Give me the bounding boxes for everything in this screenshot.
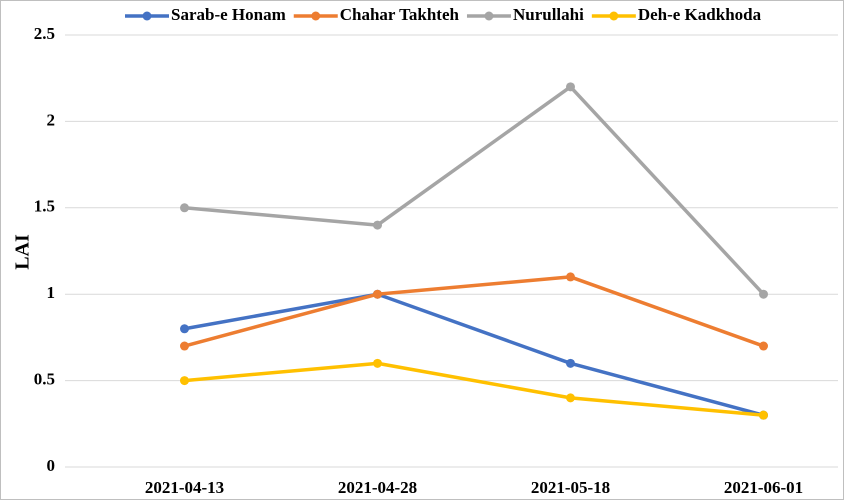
data-point <box>566 358 575 368</box>
data-point <box>373 220 382 230</box>
legend-marker <box>484 11 494 21</box>
y-tick-label: 0.5 <box>34 370 55 389</box>
data-point <box>759 410 768 420</box>
data-point <box>180 376 189 386</box>
data-point <box>566 82 575 92</box>
legend-label: Sarab-e Honam <box>171 5 286 24</box>
legend-label: Chahar Takhteh <box>340 5 460 24</box>
series-line <box>184 85 765 296</box>
y-axis-label: LAI <box>12 234 34 270</box>
legend-label: Nurullahi <box>513 5 584 24</box>
data-point <box>180 203 189 213</box>
data-point <box>566 272 575 282</box>
y-tick-label: 1 <box>47 283 56 302</box>
x-tick-label: 2021-06-01 <box>724 478 803 497</box>
legend-marker <box>609 11 619 21</box>
data-point <box>759 341 768 351</box>
data-point <box>759 289 768 299</box>
legend-label: Deh-e Kadkhoda <box>638 5 762 24</box>
y-tick-label: 1.5 <box>34 197 55 216</box>
y-tick-label: 2.5 <box>34 24 55 43</box>
y-tick-label: 2 <box>47 110 56 129</box>
x-tick-label: 2021-04-28 <box>338 478 417 497</box>
x-tick-label: 2021-05-18 <box>531 478 610 497</box>
data-point <box>373 358 382 368</box>
data-point <box>566 393 575 403</box>
y-tick-label: 0 <box>47 456 56 475</box>
x-tick-label: 2021-04-13 <box>145 478 224 497</box>
data-point <box>180 341 189 351</box>
series-line <box>184 292 764 417</box>
legend-marker <box>142 11 152 21</box>
series-line <box>184 275 765 348</box>
legend-marker <box>311 11 321 21</box>
data-point <box>180 324 189 334</box>
series-line <box>184 361 764 417</box>
data-point <box>373 289 382 299</box>
